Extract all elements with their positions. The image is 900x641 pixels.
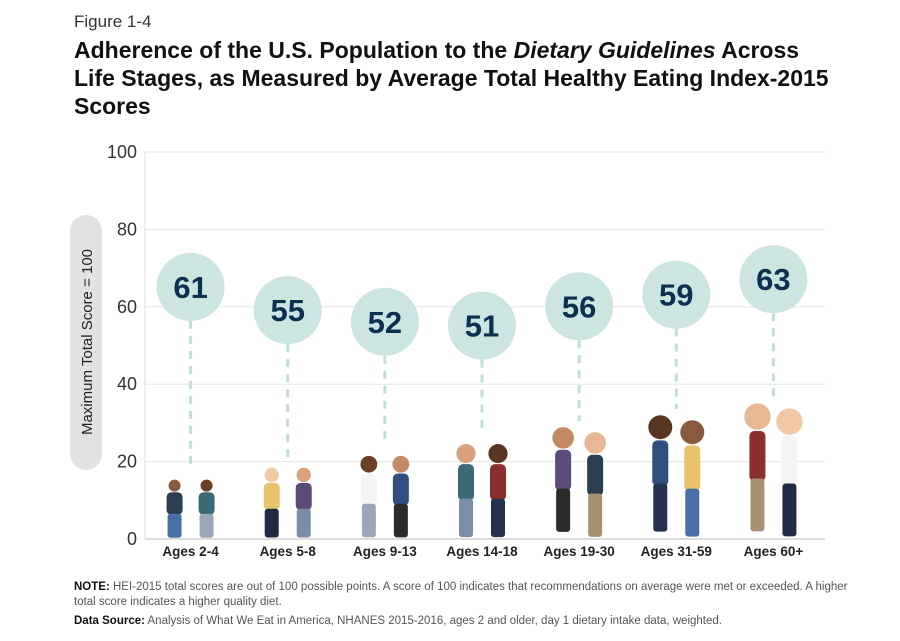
score-bubble	[642, 260, 711, 329]
note-label: NOTE:	[74, 581, 110, 593]
data-source: Data Source: Analysis of What We Eat in …	[74, 614, 854, 629]
x-tick-label: Ages 60+	[744, 544, 804, 559]
person-legs	[264, 508, 279, 538]
title-text: Adherence of the U.S. Population to the	[74, 37, 514, 63]
person-torso	[458, 464, 474, 501]
person-head	[296, 467, 311, 483]
person-torso	[198, 492, 215, 515]
source-text: Analysis of What We Eat in America, NHAN…	[144, 615, 722, 627]
person-head	[648, 415, 673, 440]
x-tick-label: Ages 14-18	[446, 544, 518, 559]
y-tick-label: 20	[117, 452, 137, 472]
person-torso	[263, 482, 280, 511]
person-legs	[685, 488, 700, 537]
person-head	[744, 403, 771, 430]
person-head	[456, 443, 476, 464]
person-head	[168, 479, 181, 492]
person-torso	[781, 436, 798, 487]
y-tick-label: 100	[107, 142, 137, 162]
x-tick-label: Ages 2-4	[162, 544, 219, 559]
y-tick-label: 80	[117, 219, 137, 239]
person-head	[552, 427, 574, 449]
note-text: HEI-2015 total scores are out of 100 pos…	[74, 581, 848, 608]
y-tick-label: 0	[127, 529, 137, 549]
y-tick-label: 40	[117, 374, 137, 394]
person-torso	[295, 482, 312, 511]
person-torso	[392, 473, 409, 506]
score-bubble	[253, 276, 322, 345]
score-label: 61	[173, 270, 207, 305]
x-tick-label: Ages 19-30	[543, 544, 614, 559]
score-bubble	[156, 252, 225, 321]
figure-label: Figure 1-4	[74, 12, 152, 31]
y-label-pill	[70, 215, 102, 470]
person-torso	[652, 440, 669, 486]
person-torso	[555, 449, 572, 491]
score-bubble	[448, 291, 516, 360]
source-label: Data Source:	[74, 615, 145, 627]
score-label: 56	[562, 289, 596, 324]
person-torso	[490, 464, 506, 501]
score-label: 63	[756, 262, 790, 297]
person-head	[200, 479, 213, 492]
person-legs	[750, 478, 765, 532]
person-torso	[166, 492, 183, 515]
person-head	[776, 408, 803, 435]
y-axis-label: Maximum Total Score = 100	[79, 249, 96, 435]
score-label: 55	[270, 293, 304, 328]
person-head	[264, 467, 279, 483]
person-head	[584, 432, 606, 454]
person-legs	[361, 503, 376, 538]
person-torso	[684, 445, 701, 491]
person-head	[392, 455, 410, 473]
score-label: 59	[659, 278, 693, 313]
person-legs	[653, 483, 668, 532]
person-head	[680, 420, 705, 445]
person-head	[488, 443, 508, 464]
person-head	[360, 455, 378, 473]
person-legs	[459, 498, 473, 538]
x-tick-label: Ages 9-13	[353, 544, 417, 559]
person-legs	[199, 513, 214, 538]
person-legs	[393, 503, 408, 538]
score-bubble	[350, 287, 419, 356]
y-tick-label: 60	[117, 297, 137, 317]
score-bubble	[739, 245, 808, 314]
score-label: 52	[368, 305, 402, 340]
x-tick-label: Ages 31-59	[641, 544, 712, 559]
person-legs	[556, 488, 571, 532]
title-text-2: Across Life Stages, as Measured by Avera…	[74, 37, 829, 119]
person-legs	[296, 508, 311, 538]
score-label: 51	[465, 309, 499, 344]
person-torso	[587, 454, 604, 496]
person-torso	[360, 473, 377, 506]
title-italic: Dietary Guidelines	[513, 37, 716, 63]
person-legs	[588, 493, 603, 537]
person-legs	[491, 498, 505, 538]
note: NOTE: HEI-2015 total scores are out of 1…	[74, 580, 854, 610]
person-legs	[782, 483, 797, 537]
chart-title: Adherence of the U.S. Population to the …	[74, 36, 834, 120]
x-tick-label: Ages 5-8	[260, 544, 317, 559]
score-bubble	[545, 272, 614, 341]
person-torso	[749, 431, 766, 482]
person-legs	[167, 513, 182, 538]
